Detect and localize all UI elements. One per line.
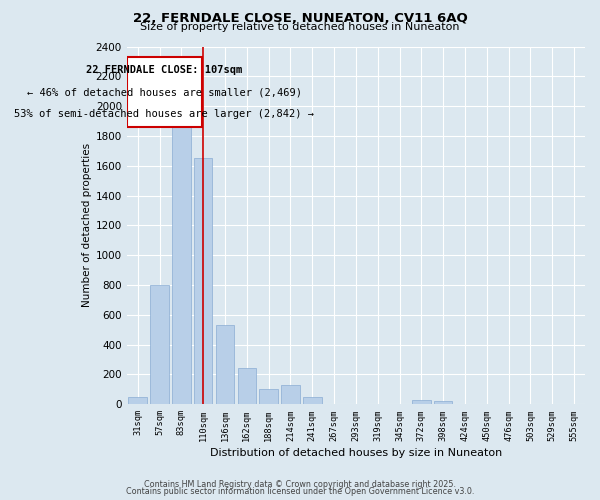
Text: 53% of semi-detached houses are larger (2,842) →: 53% of semi-detached houses are larger (… bbox=[14, 110, 314, 120]
Bar bbox=[412, 400, 431, 404]
Bar bbox=[259, 390, 278, 404]
Bar bbox=[238, 368, 256, 404]
X-axis label: Distribution of detached houses by size in Nuneaton: Distribution of detached houses by size … bbox=[210, 448, 502, 458]
Bar bbox=[281, 385, 300, 404]
Bar bbox=[216, 325, 234, 404]
Text: Contains public sector information licensed under the Open Government Licence v3: Contains public sector information licen… bbox=[126, 487, 474, 496]
Text: 22 FERNDALE CLOSE: 107sqm: 22 FERNDALE CLOSE: 107sqm bbox=[86, 65, 242, 75]
Bar bbox=[194, 158, 212, 404]
Bar bbox=[303, 396, 322, 404]
Bar bbox=[172, 121, 191, 404]
Y-axis label: Number of detached properties: Number of detached properties bbox=[82, 144, 92, 308]
Bar bbox=[434, 401, 452, 404]
Text: Contains HM Land Registry data © Crown copyright and database right 2025.: Contains HM Land Registry data © Crown c… bbox=[144, 480, 456, 489]
Text: Size of property relative to detached houses in Nuneaton: Size of property relative to detached ho… bbox=[140, 22, 460, 32]
FancyBboxPatch shape bbox=[127, 57, 202, 127]
Bar bbox=[128, 396, 147, 404]
Text: 22, FERNDALE CLOSE, NUNEATON, CV11 6AQ: 22, FERNDALE CLOSE, NUNEATON, CV11 6AQ bbox=[133, 12, 467, 26]
Text: ← 46% of detached houses are smaller (2,469): ← 46% of detached houses are smaller (2,… bbox=[27, 87, 302, 97]
Bar bbox=[150, 285, 169, 404]
